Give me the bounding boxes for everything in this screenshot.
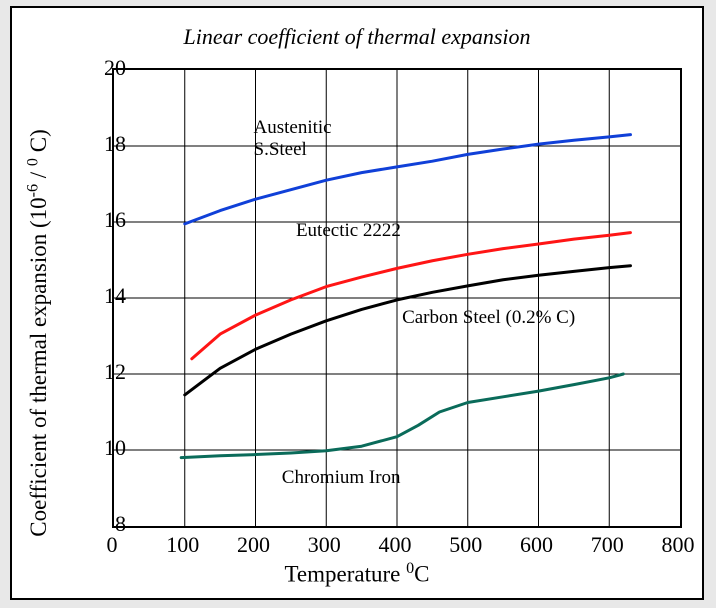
y-tick: 20 [86, 55, 126, 81]
y-tick: 12 [86, 359, 126, 385]
x-tick: 600 [520, 532, 553, 558]
x-axis-label: Temperature 0C [12, 560, 702, 588]
y-tick: 16 [86, 207, 126, 233]
x-tick: 100 [166, 532, 199, 558]
x-tick: 0 [107, 532, 118, 558]
y-tick: 10 [86, 435, 126, 461]
series-label: Chromium Iron [282, 467, 401, 489]
chart-title: Linear coefficient of thermal expansion [12, 24, 702, 50]
series-label: AusteniticS.Steel [254, 117, 332, 161]
x-tick: 700 [591, 532, 624, 558]
series-line [185, 135, 631, 224]
x-tick: 800 [662, 532, 695, 558]
series-line [185, 266, 631, 395]
x-tick: 500 [449, 532, 482, 558]
series-line [181, 374, 623, 458]
chart-frame: Linear coefficient of thermal expansion … [10, 6, 704, 600]
series-label: Carbon Steel (0.2% C) [402, 307, 575, 329]
y-axis-label: Coefficient of thermal expansion (10-6 /… [24, 129, 52, 536]
x-tick: 200 [237, 532, 270, 558]
plot-area [112, 68, 682, 528]
x-tick: 400 [379, 532, 412, 558]
y-tick: 14 [86, 283, 126, 309]
plot-svg [114, 70, 680, 526]
series-label: Eutectic 2222 [296, 220, 401, 242]
y-tick: 18 [86, 131, 126, 157]
x-tick: 300 [308, 532, 341, 558]
